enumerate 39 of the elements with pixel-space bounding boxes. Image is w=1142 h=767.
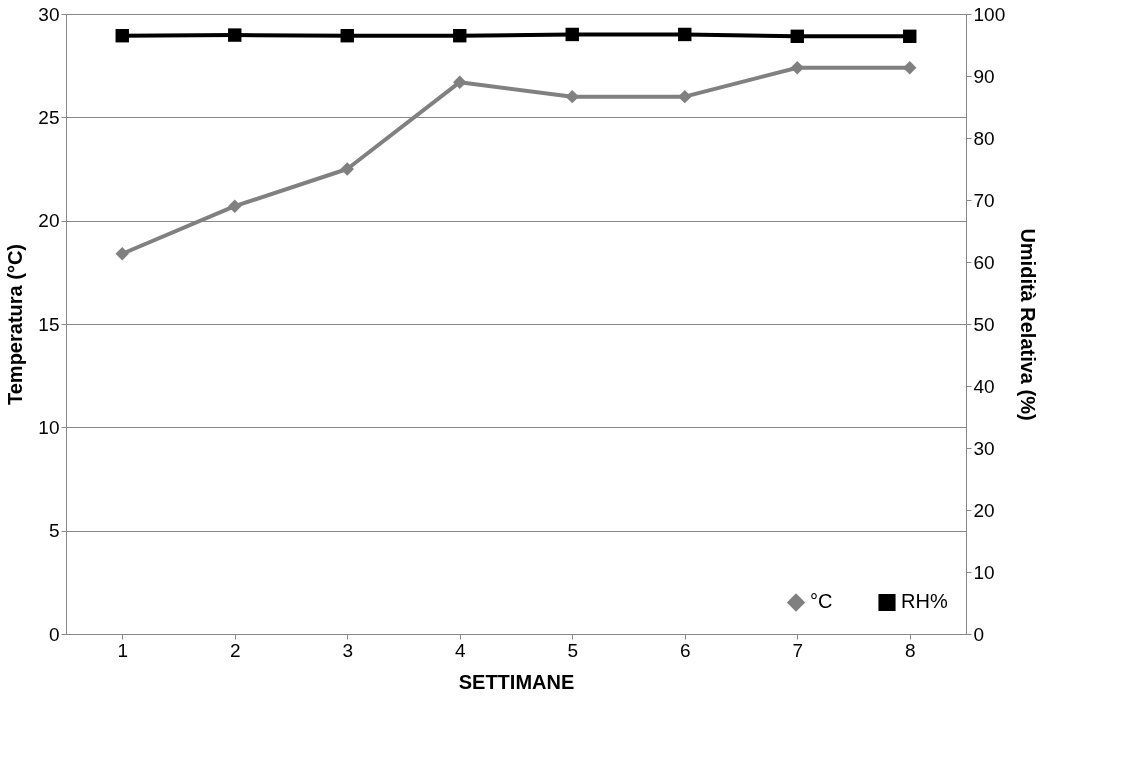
y-tick-label: 30 bbox=[38, 3, 60, 25]
y2-tick-label: 80 bbox=[973, 127, 995, 149]
legend-label: RH% bbox=[901, 590, 948, 613]
point bbox=[903, 61, 917, 75]
x-tick-label: 8 bbox=[904, 639, 916, 661]
y-tick-label: 20 bbox=[38, 210, 60, 232]
x-tick-label: 1 bbox=[117, 639, 129, 661]
y2-tick-label: 50 bbox=[973, 313, 995, 335]
x-tick-label: 7 bbox=[792, 639, 804, 661]
point bbox=[115, 247, 129, 261]
point bbox=[678, 89, 692, 104]
y2-tick-label: 10 bbox=[973, 561, 995, 583]
y-tick-label: 10 bbox=[38, 416, 60, 438]
y2-tick-label: 100 bbox=[973, 3, 1006, 25]
x-tick-label: 4 bbox=[454, 639, 466, 661]
point bbox=[790, 61, 804, 75]
point bbox=[565, 89, 579, 104]
y2-tick-label: 0 bbox=[973, 623, 985, 645]
y-tick-label: 5 bbox=[48, 520, 60, 542]
y2-tick-label: 90 bbox=[973, 65, 995, 87]
y-tick-label: 15 bbox=[38, 313, 60, 335]
y2-tick-label: 70 bbox=[973, 189, 995, 211]
y-tick-label: 0 bbox=[48, 623, 60, 645]
legend-label: °C bbox=[810, 590, 833, 613]
x-tick-label: 3 bbox=[342, 639, 354, 661]
point bbox=[453, 75, 467, 89]
y2-tick-label: 40 bbox=[973, 375, 995, 397]
x-tick-label: 5 bbox=[567, 639, 579, 661]
x-axis-title: SETTIMANE bbox=[458, 670, 575, 693]
y-axis-title: Temperatura (°C) bbox=[4, 244, 27, 405]
y2-tick-label: 20 bbox=[973, 499, 995, 521]
point bbox=[228, 199, 242, 213]
y2-tick-label: 30 bbox=[973, 437, 995, 459]
point bbox=[340, 162, 354, 176]
x-tick-label: 6 bbox=[679, 639, 691, 661]
y-tick-label: 25 bbox=[38, 106, 60, 128]
y2-axis-title: Umidità Relativa (%) bbox=[1017, 228, 1040, 421]
y2-tick-label: 60 bbox=[973, 251, 995, 273]
x-tick-label: 2 bbox=[229, 639, 241, 661]
